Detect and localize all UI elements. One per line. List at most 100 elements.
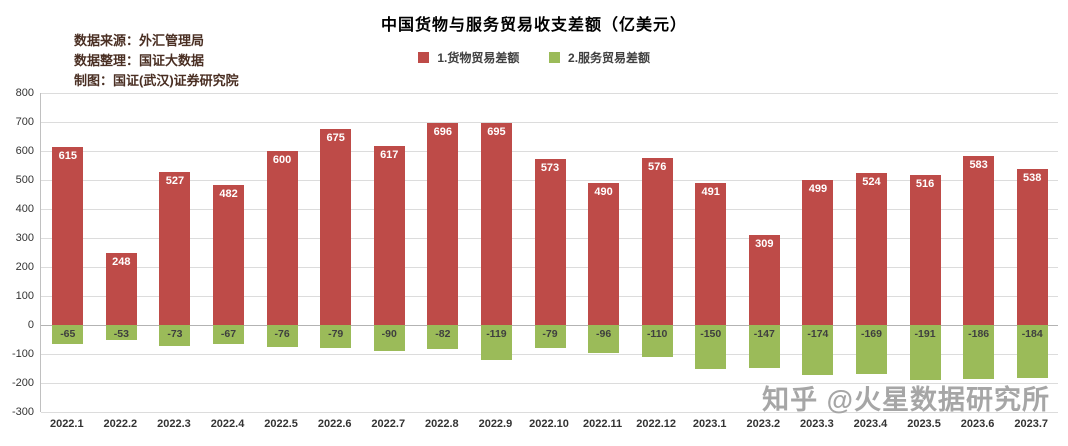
bar-goods xyxy=(480,123,512,325)
bar-value-services: -169 xyxy=(860,328,882,340)
source-line-3: 制图：国证(武汉)证券研究院 xyxy=(74,73,239,88)
bar-value-services: -73 xyxy=(167,328,183,340)
x-tick-label: 2022.10 xyxy=(529,418,569,430)
bar-goods xyxy=(1016,168,1048,325)
bar-goods xyxy=(855,173,887,325)
bar-goods xyxy=(105,253,137,325)
bar-goods xyxy=(373,146,405,325)
y-tick-label: 400 xyxy=(15,203,34,215)
chart-title: 中国货物与服务贸易收支差额（亿美元） xyxy=(380,17,687,34)
x-tick-label: 2022.4 xyxy=(210,418,245,430)
bar-services xyxy=(159,325,191,347)
gridline xyxy=(41,151,1058,152)
bar-value-services: -90 xyxy=(381,328,397,340)
y-tick-label: 0 xyxy=(27,319,34,331)
bar-services xyxy=(855,325,887,374)
x-tick-label: 2022.5 xyxy=(264,418,298,430)
bar-value-goods: 538 xyxy=(1023,171,1042,184)
bar-value-goods: 675 xyxy=(326,132,345,145)
bar-services xyxy=(802,325,834,376)
bar-value-services: -96 xyxy=(595,328,612,340)
bar-value-goods: 696 xyxy=(433,126,452,139)
y-tick-label: -300 xyxy=(11,406,34,418)
bar-value-goods: 573 xyxy=(540,161,560,174)
watermark: 知乎 @火星数据研究所 xyxy=(762,385,1050,415)
bar-value-services: -191 xyxy=(914,328,936,340)
bar-services xyxy=(320,325,352,348)
bar-goods xyxy=(748,235,780,325)
legend-swatch-goods-icon xyxy=(417,52,429,63)
bar-value-services: -174 xyxy=(807,328,829,340)
bar-value-goods: 499 xyxy=(808,183,828,196)
bar-value-goods: 491 xyxy=(701,185,720,198)
bar-value-goods: 576 xyxy=(647,160,667,173)
bar-goods xyxy=(641,157,673,325)
bar-goods xyxy=(320,129,352,325)
x-tick-label: 2022.1 xyxy=(49,418,84,430)
gridline xyxy=(41,383,1058,384)
y-tick-label: 200 xyxy=(15,261,34,273)
plot-area: 615 -65 248 -53 527 -73 482 -67 600 -76 675 -79 617 -… xyxy=(40,93,1058,413)
bar-value-services: -119 xyxy=(486,328,507,340)
y-tick-label: -200 xyxy=(11,377,34,389)
source-annotation: 数据来源：外汇管理局 数据整理：国证大数据 制图：国证(武汉)证券研究院 xyxy=(74,31,239,91)
gridline xyxy=(41,93,1058,94)
bar-value-services: -150 xyxy=(700,328,722,340)
bar-services xyxy=(213,325,245,345)
bar-value-services: -67 xyxy=(220,328,237,340)
bar-value-services: -65 xyxy=(60,328,76,340)
bar-services xyxy=(588,325,620,353)
bar-goods xyxy=(588,182,620,325)
gridline xyxy=(41,412,1058,413)
x-tick-label: 2022.8 xyxy=(425,418,459,430)
legend-item-services: 2.服务贸易差额 xyxy=(548,49,651,66)
bar-services xyxy=(266,325,298,348)
bar-services xyxy=(909,325,941,381)
bar-value-services: -79 xyxy=(542,328,558,340)
bar-goods xyxy=(159,172,191,325)
bar-services xyxy=(1016,325,1048,379)
y-axis-labels: 800 700 600 500 400 300 200 100 0 -100 -200 -300 xyxy=(0,87,34,418)
x-tick-label: 2023.4 xyxy=(853,418,888,430)
bar-goods xyxy=(52,146,84,325)
bar-value-services: -110 xyxy=(646,328,668,340)
bar-value-goods: 600 xyxy=(272,154,292,166)
x-tick-label: 2023.2 xyxy=(746,418,781,430)
bar-value-services: -147 xyxy=(753,328,775,340)
x-tick-label: 2022.12 xyxy=(636,418,677,430)
gridline xyxy=(41,354,1058,355)
gridline xyxy=(41,122,1058,123)
bar-value-goods: 617 xyxy=(380,149,399,162)
bar-value-services: -53 xyxy=(113,328,129,340)
bar-services xyxy=(748,325,780,368)
bar-goods xyxy=(963,155,995,325)
x-tick-label: 2022.11 xyxy=(582,418,623,430)
bar-services xyxy=(427,325,459,349)
bar-services xyxy=(480,325,512,360)
bar-value-goods: 482 xyxy=(219,188,238,201)
bar-value-goods: 309 xyxy=(755,238,774,251)
bar-value-services: -76 xyxy=(274,328,290,340)
bar-goods xyxy=(534,158,566,325)
y-tick-label: 600 xyxy=(15,145,34,157)
bar-goods xyxy=(213,185,245,325)
bar-goods xyxy=(695,182,727,325)
bar-value-goods: 248 xyxy=(112,256,131,269)
y-tick-label: 800 xyxy=(15,87,34,99)
y-tick-label: 700 xyxy=(15,116,34,128)
x-axis-labels: 2022.1 2022.2 2022.3 2022.4 2022.5 2022.6 2022… xyxy=(40,418,1058,434)
source-line-1: 数据来源：外汇管理局 xyxy=(74,33,205,48)
bar-services xyxy=(534,325,566,348)
x-tick-label: 2023.6 xyxy=(960,418,995,430)
bar-services xyxy=(695,325,727,369)
bar-value-goods: 615 xyxy=(58,149,77,162)
legend-label-services: 2.服务贸易差额 xyxy=(568,51,651,65)
bar-services xyxy=(52,325,84,344)
x-tick-label: 2022.2 xyxy=(103,418,138,430)
bar-services xyxy=(105,325,137,341)
bar-goods xyxy=(266,151,298,325)
legend-label-goods: 1.货物贸易差额 xyxy=(437,51,520,65)
bar-value-services: -82 xyxy=(435,328,451,340)
x-tick-label: 2022.7 xyxy=(371,418,406,430)
y-tick-label: 500 xyxy=(15,174,34,186)
